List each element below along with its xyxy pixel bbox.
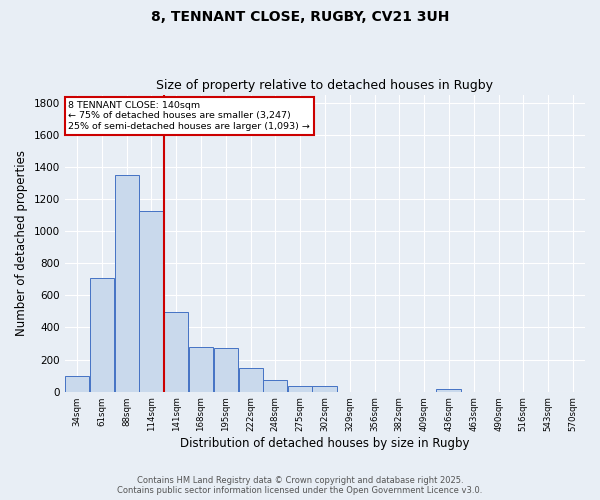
Bar — [313, 386, 337, 392]
Bar — [115, 175, 139, 392]
Bar — [239, 368, 263, 392]
Bar — [214, 348, 238, 392]
Text: 8 TENNANT CLOSE: 140sqm
← 75% of detached houses are smaller (3,247)
25% of semi: 8 TENNANT CLOSE: 140sqm ← 75% of detache… — [68, 101, 310, 131]
Bar — [263, 380, 287, 392]
Bar — [164, 312, 188, 392]
Bar — [287, 386, 312, 392]
Title: Size of property relative to detached houses in Rugby: Size of property relative to detached ho… — [157, 79, 493, 92]
Text: 8, TENNANT CLOSE, RUGBY, CV21 3UH: 8, TENNANT CLOSE, RUGBY, CV21 3UH — [151, 10, 449, 24]
Y-axis label: Number of detached properties: Number of detached properties — [15, 150, 28, 336]
Bar — [139, 210, 163, 392]
Text: Contains HM Land Registry data © Crown copyright and database right 2025.
Contai: Contains HM Land Registry data © Crown c… — [118, 476, 482, 495]
Bar — [90, 278, 115, 392]
Bar — [65, 376, 89, 392]
X-axis label: Distribution of detached houses by size in Rugby: Distribution of detached houses by size … — [180, 437, 470, 450]
Bar — [188, 347, 214, 392]
Bar — [436, 390, 461, 392]
